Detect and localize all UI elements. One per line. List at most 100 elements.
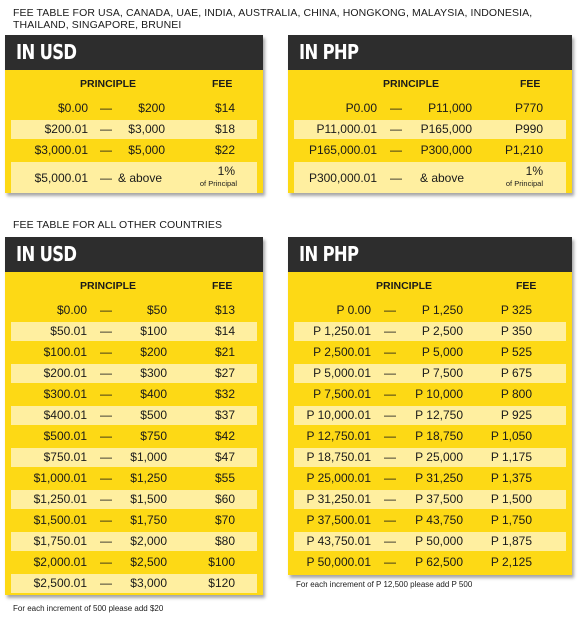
range-dash: — xyxy=(384,324,396,338)
range-from: P165,000.01 xyxy=(308,143,377,157)
range-from: P 10,000.01 xyxy=(306,408,371,422)
range-from: $750.01 xyxy=(43,450,87,464)
range-dash: — xyxy=(100,555,112,569)
fee-note: of Principal xyxy=(199,179,237,188)
range-from: $500.01 xyxy=(43,429,87,443)
range-from: $0.00 xyxy=(56,303,87,317)
range-dash: — xyxy=(384,534,396,548)
range-dash: — xyxy=(384,492,396,506)
fee-value: P 1,175 xyxy=(490,450,532,464)
heading-other-countries: FEE TABLE FOR ALL OTHER COUNTRIES xyxy=(13,219,223,231)
range-from: $0.00 xyxy=(57,101,88,115)
range-to: P 7,500 xyxy=(421,366,463,380)
range-to: P 37,500 xyxy=(415,492,463,506)
fee-value: P 925 xyxy=(500,408,532,422)
range-dash: — xyxy=(384,387,396,401)
fee-value: $80 xyxy=(214,534,235,548)
range-dash: — xyxy=(100,171,112,185)
range-dash: — xyxy=(384,471,396,485)
table-row: $400.01 — $500 $37 xyxy=(5,405,263,426)
range-from: $50.01 xyxy=(50,324,87,338)
fee-value: $14 xyxy=(214,324,235,338)
fee-value: 1% xyxy=(217,164,235,178)
fee-value: $60 xyxy=(214,492,235,506)
table-row: $2,500.01 — $3,000 $120 xyxy=(5,573,263,594)
range-from: P 7,500.01 xyxy=(313,387,371,401)
table-row: $0.00 — $50 $13 xyxy=(5,300,263,321)
range-dash: — xyxy=(384,303,396,317)
range-from: P 25,000.01 xyxy=(306,471,371,485)
fee-value: $37 xyxy=(214,408,235,422)
range-dash: — xyxy=(390,122,402,136)
column-principle: PRINCIPLE xyxy=(383,78,440,90)
range-to: $300 xyxy=(140,366,167,380)
range-dash: — xyxy=(100,324,112,338)
table-row: P 18,750.01 — P 25,000 P 1,175 xyxy=(288,447,572,468)
fee-value: $47 xyxy=(214,450,235,464)
fee-value: $32 xyxy=(214,387,235,401)
range-dash: — xyxy=(100,534,112,548)
table-row: $3,000.01 — $5,000 $22 xyxy=(5,140,263,161)
range-from: $1,250.01 xyxy=(33,492,87,506)
card-title: IN PHP xyxy=(288,35,572,70)
table-row: $50.01 — $100 $14 xyxy=(5,321,263,342)
column-principle: PRINCIPLE xyxy=(80,280,137,292)
column-header: PRINCIPLE FEE xyxy=(288,70,572,98)
fee-value: P 325 xyxy=(500,303,532,317)
range-to: P11,000 xyxy=(428,101,472,115)
table-row: P165,000.01 — P300,000 P1,210 xyxy=(288,140,572,161)
range-from: $200.01 xyxy=(44,122,88,136)
fee-value: P 1,875 xyxy=(490,534,532,548)
range-to: $200 xyxy=(140,345,167,359)
range-dash: — xyxy=(100,387,112,401)
range-from: P 1,250.01 xyxy=(313,324,371,338)
fee-value: P 350 xyxy=(500,324,532,338)
range-dash: — xyxy=(384,366,396,380)
range-dash: — xyxy=(100,450,112,464)
table-row: P 2,500.01 — P 5,000 P 525 xyxy=(288,342,572,363)
range-to: $750 xyxy=(140,429,167,443)
range-from: P11,000.01 xyxy=(316,122,378,136)
range-dash: — xyxy=(384,513,396,527)
range-from: P 37,500.01 xyxy=(306,513,371,527)
fee-value: P 1,375 xyxy=(490,471,532,485)
table-row: $0.00 — $200 $14 xyxy=(5,98,263,119)
range-to: P 25,000 xyxy=(415,450,463,464)
range-to: $500 xyxy=(140,408,167,422)
range-to: P 62,500 xyxy=(415,555,463,569)
column-header: PRINCIPLE FEE xyxy=(288,272,572,300)
range-to: P 12,750 xyxy=(415,408,463,422)
table-row: P 31,250.01 — P 37,500 P 1,500 xyxy=(288,489,572,510)
card-title: IN USD xyxy=(5,35,263,70)
table-row: $1,250.01 — $1,500 $60 xyxy=(5,489,263,510)
range-dash: — xyxy=(100,122,112,136)
range-dash: — xyxy=(384,345,396,359)
range-to: P 31,250 xyxy=(415,471,463,485)
range-from: $100.01 xyxy=(43,345,87,359)
table-row: P 1,250.01 — P 2,500 P 350 xyxy=(288,321,572,342)
table-row: P 12,750.01 — P 18,750 P 1,050 xyxy=(288,426,572,447)
range-dash: — xyxy=(100,408,112,422)
fee-value: P 1,050 xyxy=(490,429,532,443)
column-fee: FEE xyxy=(212,280,233,292)
increment-note-php: For each increment of P 12,500 please ad… xyxy=(296,580,473,589)
table-row: P 50,000.01 — P 62,500 P 2,125 xyxy=(288,552,572,573)
range-from: $2,000.01 xyxy=(33,555,87,569)
table-row: $200.01 — $300 $27 xyxy=(5,363,263,384)
fee-value: P1,210 xyxy=(504,143,543,157)
range-dash: — xyxy=(384,429,396,443)
range-from: $3,000.01 xyxy=(34,143,88,157)
range-dash: — xyxy=(390,171,402,185)
range-dash: — xyxy=(100,101,112,115)
card-title: IN PHP xyxy=(288,237,572,272)
range-from: P 12,750.01 xyxy=(306,429,371,443)
fee-value: $70 xyxy=(214,513,235,527)
range-to: $100 xyxy=(140,324,167,338)
range-dash: — xyxy=(100,143,112,157)
range-from: P 43,750.01 xyxy=(306,534,371,548)
table-row: P 0.00 — P 1,250 P 325 xyxy=(288,300,572,321)
range-dash: — xyxy=(384,450,396,464)
range-from: $5,000.01 xyxy=(34,171,88,185)
fee-value: $27 xyxy=(214,366,235,380)
range-to: P 43,750 xyxy=(415,513,463,527)
